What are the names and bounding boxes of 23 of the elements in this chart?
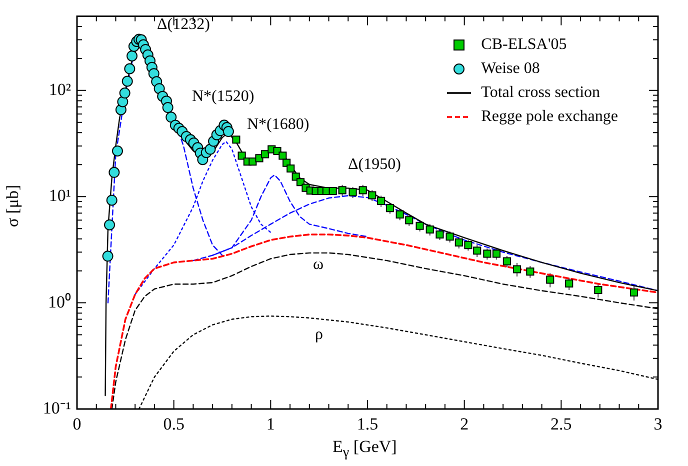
y-tick-label: 10¹ xyxy=(48,186,71,206)
x-tick-label: 0.5 xyxy=(163,414,184,434)
x-tick-label: 1 xyxy=(266,414,275,434)
x-tick-label: 0 xyxy=(72,414,82,434)
legend-label: Regge pole exchange xyxy=(481,107,618,127)
annotation: ρ xyxy=(315,326,323,344)
annotation: N*(1520) xyxy=(192,88,254,106)
x-tick-label: 2.5 xyxy=(550,414,572,434)
annotation: Δ(1950) xyxy=(348,156,401,174)
y-tick-label: 10⁰ xyxy=(48,292,71,312)
x-tick-label: 2 xyxy=(460,414,469,434)
legend-label: Total cross section xyxy=(481,83,600,103)
legend-label: Weise 08 xyxy=(481,59,540,79)
annotation: N*(1680) xyxy=(247,116,310,134)
annotation: Δ(1232) xyxy=(157,16,210,34)
legend-label: CB-ELSA'05 xyxy=(481,35,567,55)
annotation: ω xyxy=(313,256,324,274)
x-axis-title: E$_{γ}$ [GeV] xyxy=(332,437,397,462)
y-tick-label: 10² xyxy=(48,80,71,99)
x-tick-label: 1.5 xyxy=(356,414,378,434)
y-tick-label: 10⁻¹ xyxy=(42,398,71,418)
y-axis-title: σ [μb] xyxy=(3,184,24,228)
x-tick-label: 3 xyxy=(654,414,662,434)
